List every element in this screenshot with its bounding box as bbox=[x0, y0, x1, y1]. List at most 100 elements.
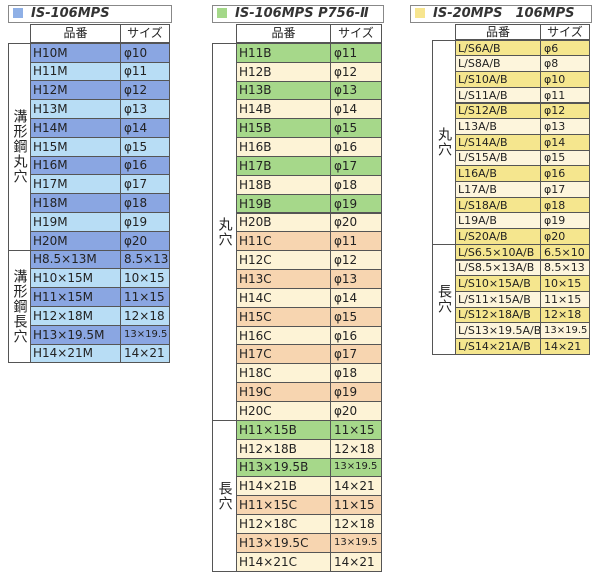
column-header: サイズ bbox=[120, 24, 170, 43]
group-label: 丸穴 bbox=[212, 42, 237, 421]
part-number: L/S11A/B bbox=[455, 86, 541, 104]
title-icon bbox=[217, 8, 227, 18]
part-number: L/S20A/B bbox=[455, 228, 541, 245]
part-number: H15B bbox=[236, 118, 331, 139]
size: φ17 bbox=[540, 181, 590, 198]
part-number: H12C bbox=[236, 250, 331, 271]
title-icon bbox=[13, 8, 23, 18]
part-number: L/S11×15A/B bbox=[455, 290, 541, 308]
size: φ12 bbox=[540, 102, 590, 120]
part-number: H14×21M bbox=[30, 343, 121, 364]
size: φ14 bbox=[330, 99, 382, 120]
size: 12×18 bbox=[330, 438, 382, 459]
group-label: 溝形鋼丸穴 bbox=[8, 42, 31, 251]
size: φ13 bbox=[330, 269, 382, 289]
size: φ13 bbox=[540, 118, 590, 135]
part-number: H13M bbox=[30, 99, 121, 119]
size: 14×21 bbox=[330, 551, 382, 572]
size: φ20 bbox=[120, 230, 170, 251]
size: φ18 bbox=[330, 174, 382, 195]
size: φ17 bbox=[330, 344, 382, 365]
size: 12×18 bbox=[330, 514, 382, 534]
part-number: L16A/B bbox=[455, 165, 541, 182]
size: φ19 bbox=[330, 382, 382, 402]
size: 12×18 bbox=[540, 306, 590, 324]
column-header: 品番 bbox=[236, 24, 331, 43]
part-number: H11×15B bbox=[236, 419, 331, 440]
part-number: H19C bbox=[236, 382, 331, 402]
column-header: 品番 bbox=[455, 24, 541, 40]
part-number: H13×19.5B bbox=[236, 457, 331, 478]
size: φ15 bbox=[330, 306, 382, 327]
size: 14×21 bbox=[330, 476, 382, 497]
group-label: 溝形鋼長穴 bbox=[8, 249, 31, 364]
part-number: H14×21B bbox=[236, 476, 331, 497]
title-icon bbox=[415, 8, 425, 18]
size: φ14 bbox=[540, 133, 590, 151]
size: φ8 bbox=[540, 55, 590, 73]
part-number: L/S15A/B bbox=[455, 149, 541, 167]
part-number: L/S8.5×13A/B bbox=[455, 259, 541, 277]
size: φ14 bbox=[120, 118, 170, 138]
part-number: H14C bbox=[236, 287, 331, 308]
part-number: H18C bbox=[236, 363, 331, 384]
table-title: IS-106MPS bbox=[8, 5, 172, 23]
part-number: H18M bbox=[30, 193, 121, 213]
size: φ13 bbox=[330, 80, 382, 101]
part-number: H13×19.5M bbox=[30, 324, 121, 345]
table-title: IS-106MPS P756-Ⅱ bbox=[212, 5, 384, 23]
size: φ10 bbox=[120, 42, 170, 63]
size: 13×19.5 bbox=[330, 457, 382, 478]
size: φ17 bbox=[330, 155, 382, 176]
size: φ19 bbox=[120, 212, 170, 232]
size: φ12 bbox=[330, 250, 382, 271]
group-label: 長穴 bbox=[432, 243, 456, 355]
size: 11×15 bbox=[540, 290, 590, 308]
part-number: H11B bbox=[236, 42, 331, 63]
part-number: H11C bbox=[236, 231, 331, 252]
size: φ11 bbox=[330, 42, 382, 63]
size: 11×15 bbox=[330, 495, 382, 516]
size: φ16 bbox=[540, 165, 590, 182]
size: φ16 bbox=[330, 325, 382, 346]
size: 13×19.5 bbox=[540, 322, 590, 339]
part-number: H16C bbox=[236, 325, 331, 346]
size: φ20 bbox=[540, 228, 590, 245]
part-number: L19A/B bbox=[455, 212, 541, 230]
part-number: H20C bbox=[236, 401, 331, 421]
part-number: H11×15M bbox=[30, 287, 121, 307]
part-number: H20B bbox=[236, 212, 331, 233]
table-title: IS-20MPS 106MPS bbox=[410, 5, 592, 23]
size: 13×19.5 bbox=[330, 532, 382, 553]
size: 14×21 bbox=[120, 343, 170, 364]
part-number: H11×15C bbox=[236, 495, 331, 516]
part-number: L/S12A/B bbox=[455, 102, 541, 120]
size: φ14 bbox=[330, 287, 382, 308]
column-header: 品番 bbox=[30, 24, 121, 43]
part-number: H15C bbox=[236, 306, 331, 327]
size: φ20 bbox=[330, 401, 382, 421]
part-number: H12×18M bbox=[30, 306, 121, 326]
part-number: H16B bbox=[236, 137, 331, 157]
size: 14×21 bbox=[540, 338, 590, 355]
part-number: L/S10A/B bbox=[455, 71, 541, 88]
part-number: L/S6.5×10A/B bbox=[455, 243, 541, 261]
size: 12×18 bbox=[120, 306, 170, 326]
size: φ16 bbox=[330, 137, 382, 157]
size: φ18 bbox=[120, 193, 170, 213]
part-number: L/S10×15A/B bbox=[455, 275, 541, 292]
part-number: L/S13×19.5A/B bbox=[455, 322, 541, 339]
column-header: サイズ bbox=[330, 24, 382, 43]
part-number: L/S12×18A/B bbox=[455, 306, 541, 324]
part-number: H16M bbox=[30, 155, 121, 176]
part-number: H17M bbox=[30, 174, 121, 195]
part-number: H13B bbox=[236, 80, 331, 101]
part-number: L/S14×21A/B bbox=[455, 338, 541, 355]
size: 10×15 bbox=[540, 275, 590, 292]
part-number: H12×18B bbox=[236, 438, 331, 459]
part-number: H14B bbox=[236, 99, 331, 120]
part-number: L/S14A/B bbox=[455, 133, 541, 151]
part-number: L/S6A/B bbox=[455, 39, 541, 57]
size: φ12 bbox=[120, 80, 170, 101]
